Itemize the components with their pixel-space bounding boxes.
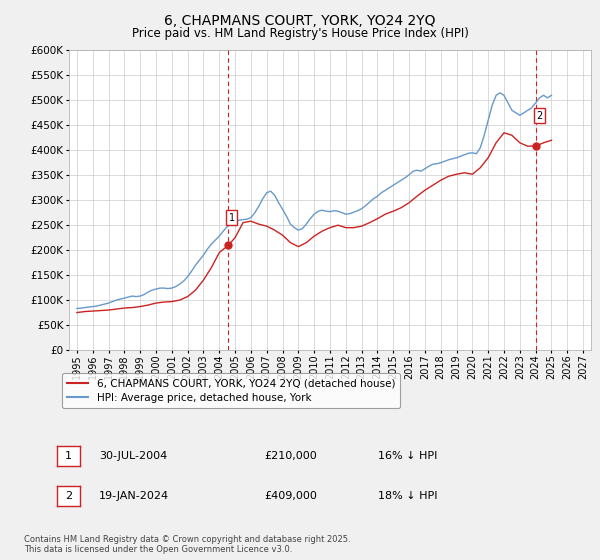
Text: 19-JAN-2024: 19-JAN-2024 <box>99 491 169 501</box>
Text: 16% ↓ HPI: 16% ↓ HPI <box>378 451 437 461</box>
Text: 6, CHAPMANS COURT, YORK, YO24 2YQ: 6, CHAPMANS COURT, YORK, YO24 2YQ <box>164 14 436 28</box>
Text: 30-JUL-2004: 30-JUL-2004 <box>99 451 167 461</box>
Text: Contains HM Land Registry data © Crown copyright and database right 2025.
This d: Contains HM Land Registry data © Crown c… <box>24 535 350 554</box>
Text: Price paid vs. HM Land Registry's House Price Index (HPI): Price paid vs. HM Land Registry's House … <box>131 27 469 40</box>
Text: 1: 1 <box>229 213 235 223</box>
Text: £210,000: £210,000 <box>264 451 317 461</box>
Legend: 6, CHAPMANS COURT, YORK, YO24 2YQ (detached house), HPI: Average price, detached: 6, CHAPMANS COURT, YORK, YO24 2YQ (detac… <box>62 374 400 408</box>
Text: £409,000: £409,000 <box>264 491 317 501</box>
Text: 18% ↓ HPI: 18% ↓ HPI <box>378 491 437 501</box>
Text: 2: 2 <box>536 111 543 121</box>
Text: 1: 1 <box>65 451 72 461</box>
Text: 2: 2 <box>65 491 72 501</box>
